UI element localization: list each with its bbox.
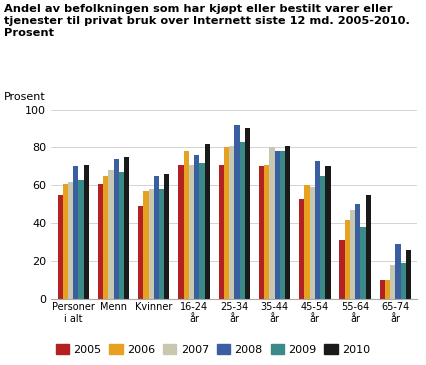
Bar bbox=[385, 280, 390, 299]
Bar bbox=[98, 184, 103, 299]
Bar bbox=[68, 182, 73, 299]
Bar bbox=[189, 165, 194, 299]
Bar bbox=[103, 176, 108, 299]
Bar bbox=[350, 210, 355, 299]
Bar bbox=[124, 157, 129, 299]
Text: Andel av befolkningen som har kjøpt eller bestilt varer eller
tjenester til priv: Andel av befolkningen som har kjøpt elle… bbox=[4, 4, 410, 38]
Bar bbox=[84, 165, 89, 299]
Bar bbox=[360, 227, 366, 299]
Bar bbox=[194, 155, 199, 299]
Bar bbox=[390, 265, 395, 299]
Bar bbox=[395, 244, 400, 299]
Bar bbox=[229, 146, 234, 299]
Bar bbox=[113, 159, 119, 299]
Bar bbox=[159, 189, 164, 299]
Bar bbox=[164, 174, 170, 299]
Bar bbox=[154, 176, 159, 299]
Bar bbox=[239, 142, 245, 299]
Bar bbox=[269, 147, 275, 299]
Bar bbox=[400, 263, 406, 299]
Text: Prosent: Prosent bbox=[3, 92, 45, 102]
Bar bbox=[143, 191, 149, 299]
Bar bbox=[63, 184, 68, 299]
Bar bbox=[325, 166, 331, 299]
Bar bbox=[224, 147, 229, 299]
Bar bbox=[380, 280, 385, 299]
Bar bbox=[245, 128, 250, 299]
Bar bbox=[340, 241, 345, 299]
Legend: 2005, 2006, 2007, 2008, 2009, 2010: 2005, 2006, 2007, 2008, 2009, 2010 bbox=[51, 340, 375, 360]
Bar bbox=[204, 144, 210, 299]
Bar bbox=[178, 165, 184, 299]
Bar bbox=[366, 195, 371, 299]
Bar bbox=[73, 166, 78, 299]
Bar bbox=[264, 165, 269, 299]
Bar bbox=[219, 165, 224, 299]
Bar bbox=[355, 204, 360, 299]
Bar bbox=[149, 189, 154, 299]
Bar bbox=[58, 195, 63, 299]
Bar bbox=[199, 163, 204, 299]
Bar bbox=[310, 187, 315, 299]
Bar bbox=[320, 176, 325, 299]
Bar bbox=[184, 151, 189, 299]
Bar bbox=[280, 151, 285, 299]
Bar bbox=[138, 206, 143, 299]
Bar bbox=[304, 185, 310, 299]
Bar bbox=[285, 146, 290, 299]
Bar bbox=[299, 199, 304, 299]
Bar bbox=[406, 250, 411, 299]
Bar bbox=[315, 161, 320, 299]
Bar bbox=[259, 166, 264, 299]
Bar bbox=[345, 220, 350, 299]
Bar bbox=[275, 151, 280, 299]
Bar bbox=[119, 172, 124, 299]
Bar bbox=[78, 180, 84, 299]
Bar bbox=[108, 170, 113, 299]
Bar bbox=[234, 125, 239, 299]
